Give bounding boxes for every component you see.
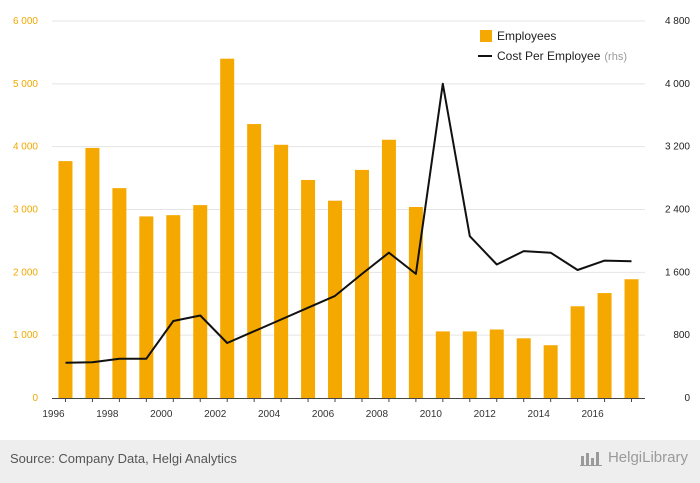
combo-chart: 0 1 000 2 000 3 000 4 000 5 000 6 000 0 800 1 600… — [13, 16, 690, 420]
employees-bar — [85, 147, 100, 398]
employees-bar — [435, 331, 450, 398]
library-icon — [579, 451, 602, 466]
employees-bar — [328, 200, 343, 398]
employees-bar — [301, 179, 316, 398]
employees-bar — [516, 338, 531, 398]
x-axis-tick-label: 2006 — [312, 409, 335, 420]
legend-rhs-suffix: (rhs) — [604, 51, 627, 63]
cost-per-employee-line — [65, 82, 632, 364]
left-axis-tick-label: 6 000 — [13, 16, 38, 27]
employees-bar — [462, 331, 477, 398]
source-note: Source: Company Data, Helgi Analytics — [10, 451, 237, 466]
right-axis-tick-label: 4 800 — [665, 16, 690, 27]
x-axis-tick-label: 2010 — [420, 409, 443, 420]
employees-bar — [193, 205, 208, 398]
x-axis-tick-label: 1996 — [42, 409, 65, 420]
right-axis-tick-label: 0 — [684, 393, 690, 404]
x-axis-tick-label: 2016 — [581, 409, 604, 420]
x-axis-tick-label: 1998 — [96, 409, 119, 420]
legend-label-cost-per-employee: Cost Per Employee (rhs) — [497, 49, 627, 63]
x-axis-tick-label: 2014 — [528, 409, 551, 420]
employees-bar — [381, 139, 396, 398]
employees-bar — [274, 144, 289, 398]
left-axis-tick-label: 0 — [32, 393, 38, 404]
right-axis-tick-label: 1 600 — [665, 267, 690, 278]
right-axis-tick-label: 4 000 — [665, 79, 690, 90]
employees-bar — [570, 306, 585, 398]
left-axis-tick-label: 5 000 — [13, 79, 38, 90]
left-axis-tick-label: 2 000 — [13, 267, 38, 278]
left-axis-tick-label: 1 000 — [13, 330, 38, 341]
employees-bar — [247, 124, 262, 399]
brand-name: HelgiLibrary — [607, 449, 688, 466]
employees-bar — [112, 188, 127, 398]
employees-bar — [543, 345, 558, 398]
right-axis-tick-label: 800 — [673, 330, 690, 341]
x-axis-tick-label: 2008 — [366, 409, 389, 420]
employees-bar — [354, 169, 369, 398]
employees-bar — [166, 215, 181, 398]
legend-swatch-employees — [480, 30, 492, 42]
employees-bar — [139, 216, 154, 398]
x-axis-tick-label: 2002 — [204, 409, 227, 420]
brand-logo[interactable]: HelgiLibrary — [579, 449, 688, 466]
employees-bar — [489, 329, 504, 398]
employees-bar — [597, 293, 612, 398]
employees-bar — [220, 58, 235, 398]
x-axis-tick-label: 2004 — [258, 409, 281, 420]
x-axis-tick-label: 2000 — [150, 409, 173, 420]
x-axis-tick-label: 2012 — [474, 409, 497, 420]
right-axis-tick-label: 3 200 — [665, 142, 690, 153]
legend-label-employees: Employees — [497, 29, 556, 43]
employees-bar — [624, 279, 639, 398]
right-axis-tick-label: 2 400 — [665, 205, 690, 216]
left-axis-tick-label: 4 000 — [13, 142, 38, 153]
employees-bar — [58, 161, 73, 398]
left-axis-tick-label: 3 000 — [13, 205, 38, 216]
